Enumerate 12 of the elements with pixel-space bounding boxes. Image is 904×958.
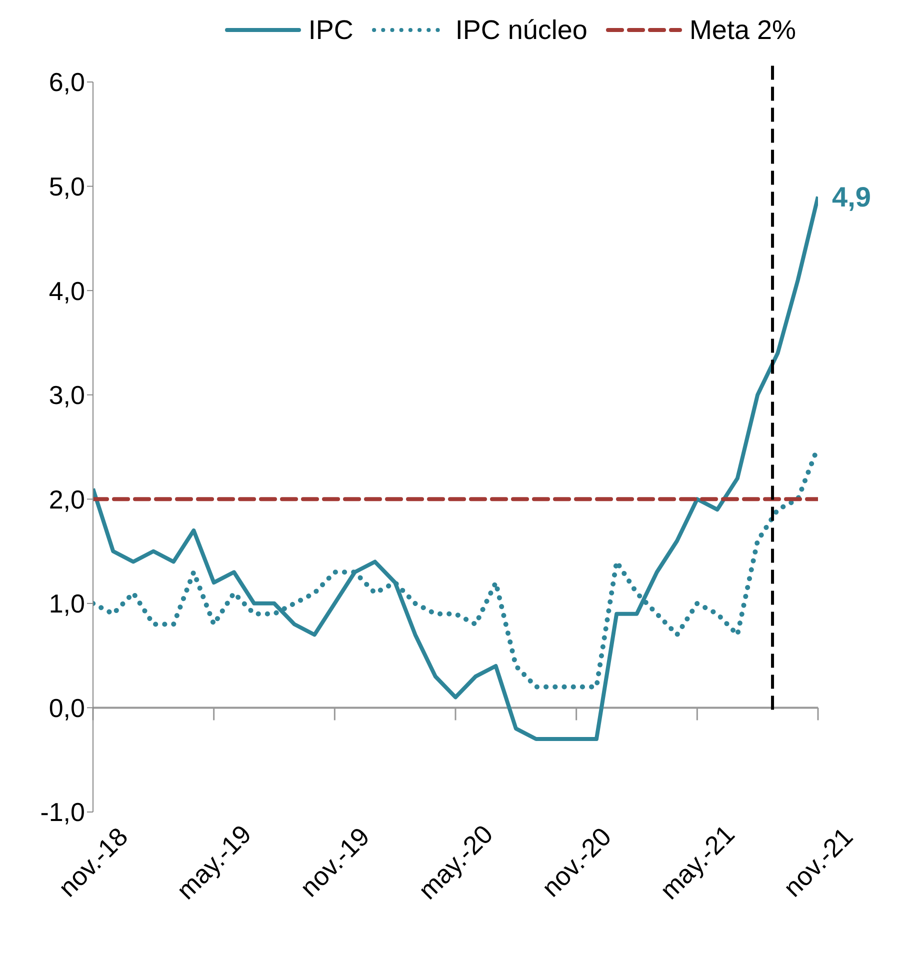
y-tick-label: 0,0 [48, 692, 85, 723]
y-tick-label: 4,0 [48, 276, 85, 306]
legend-label: IPC [308, 14, 354, 46]
y-tick-label: -1,0 [40, 797, 85, 828]
legend-label: Meta 2% [689, 14, 796, 46]
y-tick-label: 3,0 [48, 380, 85, 410]
y-tick-label: 5,0 [48, 172, 85, 202]
y-tick-label: 1,0 [48, 588, 85, 619]
y-tick-label: 6,0 [48, 67, 85, 98]
annotation: 4,9 [832, 182, 871, 213]
y-tick-label: 2,0 [48, 484, 85, 514]
legend-label: IPC núcleo [455, 14, 588, 46]
